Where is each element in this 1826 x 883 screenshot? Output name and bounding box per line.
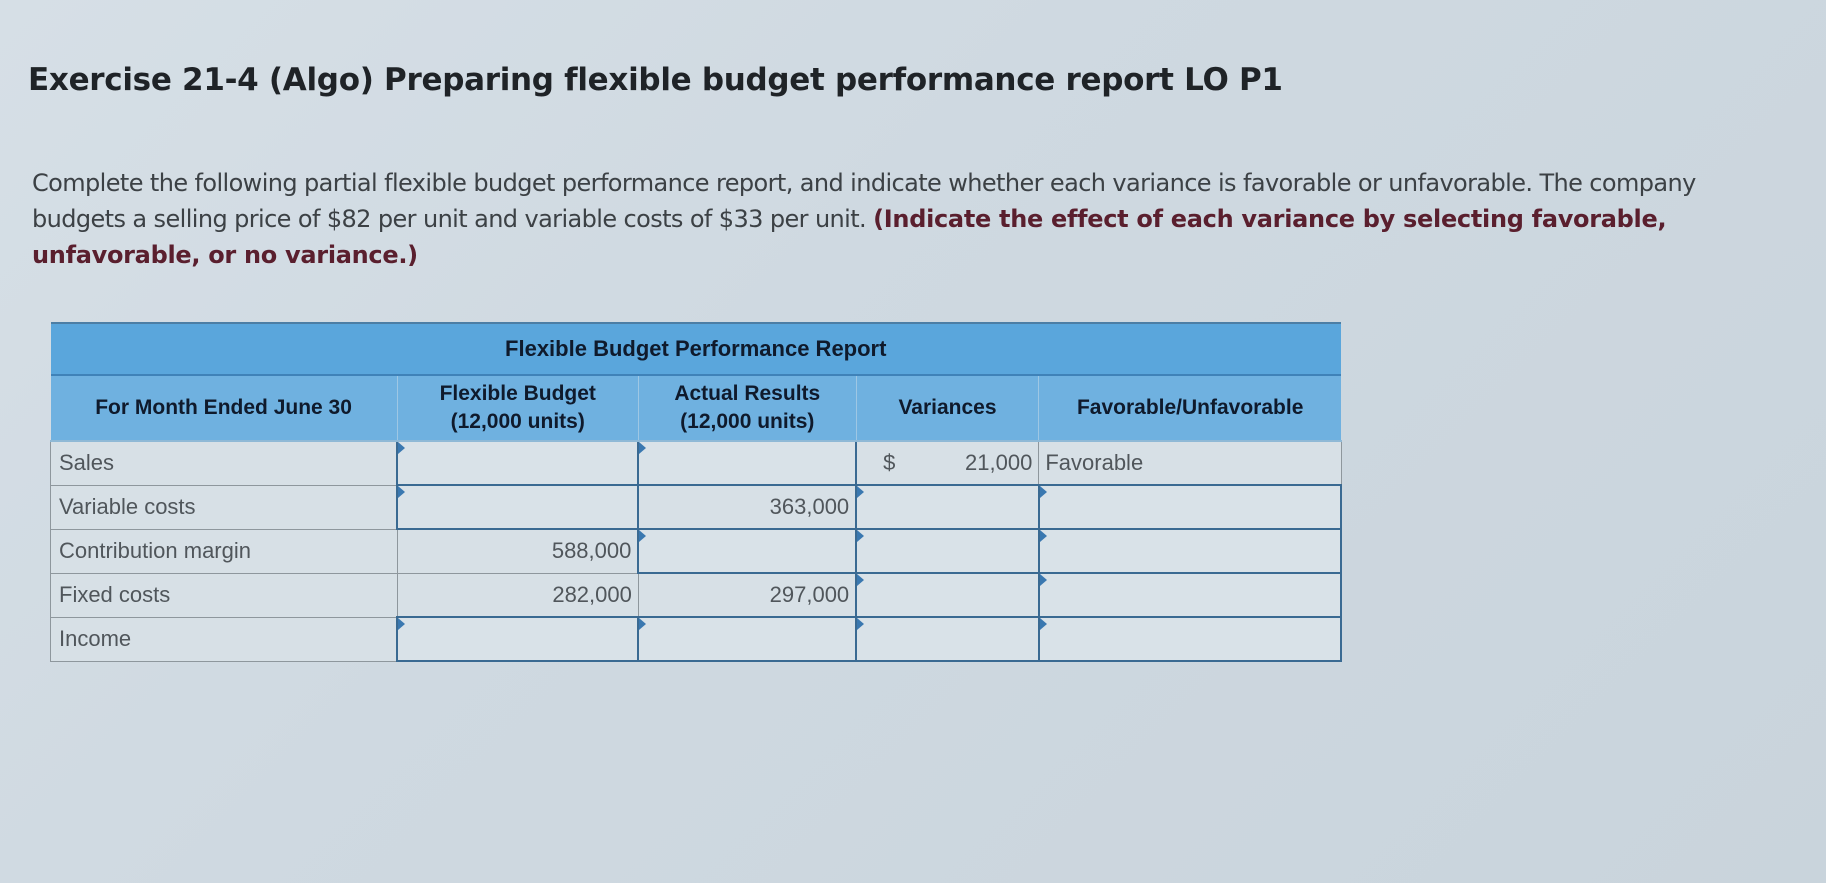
variable-costs-variance-input[interactable]: [855, 484, 1040, 530]
fixed-costs-flexible-value: 282,000: [396, 572, 639, 618]
row-label: Contribution margin: [50, 528, 398, 574]
input-marker-icon: [857, 486, 865, 498]
contribution-margin-variance-input[interactable]: [855, 528, 1040, 574]
report-title: Flexible Budget Performance Report: [50, 322, 1341, 376]
fixed-costs-actual-value: 297,000: [637, 572, 857, 618]
contribution-margin-flexible-value: 588,000: [396, 528, 639, 574]
income-flexible-input[interactable]: [396, 616, 640, 662]
sales-flexible-input[interactable]: [396, 440, 640, 486]
table-row-variable-costs: Variable costs 363,000: [50, 484, 1343, 530]
column-header-period: For Month Ended June 30: [50, 375, 398, 442]
input-marker-icon: [398, 442, 406, 454]
input-marker-icon: [639, 618, 647, 630]
fixed-costs-variance-input[interactable]: [855, 572, 1040, 618]
input-marker-icon: [398, 618, 406, 630]
table-row-contribution-margin: Contribution margin 588,000: [50, 528, 1343, 574]
dropdown-marker-icon: [1039, 574, 1047, 586]
dropdown-marker-icon: [1039, 486, 1047, 498]
input-marker-icon: [857, 618, 865, 630]
dropdown-marker-icon: [1039, 530, 1047, 542]
sales-actual-input[interactable]: [637, 440, 858, 486]
contribution-margin-fav-unfav-select[interactable]: [1037, 528, 1343, 574]
dollar-sign: $: [883, 450, 896, 475]
actual-results-label: Actual Results: [674, 382, 821, 405]
column-header-flexible-budget: Flexible Budget (12,000 units): [396, 375, 639, 442]
row-label: Sales: [50, 440, 398, 486]
income-fav-unfav-select[interactable]: [1037, 616, 1343, 662]
column-header-variances: Variances: [855, 375, 1039, 442]
table-row-income: Income: [50, 616, 1343, 662]
instructions-text: Complete the following partial flexible …: [32, 169, 1696, 233]
column-header-favorable-unfavorable: Favorable/Unfavorable: [1038, 375, 1341, 442]
input-marker-icon: [857, 574, 865, 586]
variable-costs-flexible-input[interactable]: [396, 484, 640, 530]
income-actual-input[interactable]: [637, 616, 858, 662]
input-marker-icon: [639, 530, 647, 542]
flexible-budget-label: Flexible Budget: [439, 382, 596, 405]
row-label: Fixed costs: [50, 572, 398, 618]
dropdown-marker-icon: [1039, 618, 1047, 630]
column-header-actual-results: Actual Results (12,000 units): [637, 375, 857, 442]
exercise-title: Exercise 21-4 (Algo) Preparing flexible …: [28, 62, 1283, 98]
flexible-budget-units: (12,000 units): [450, 410, 585, 433]
instructions: Complete the following partial flexible …: [32, 165, 1752, 273]
actual-results-units: (12,000 units): [680, 410, 815, 433]
fixed-costs-fav-unfav-select[interactable]: [1037, 572, 1343, 618]
income-variance-input[interactable]: [855, 616, 1040, 662]
row-label: Variable costs: [50, 484, 398, 530]
table-row-fixed-costs: Fixed costs 282,000 297,000: [50, 572, 1343, 618]
sales-variance-value: $21,000: [855, 440, 1040, 486]
table-row-sales: Sales $21,000 Favorable: [50, 440, 1342, 486]
input-marker-icon: [398, 486, 406, 498]
input-marker-icon: [857, 530, 865, 542]
variable-costs-actual-value: 363,000: [637, 484, 857, 530]
flexible-budget-report-table: Flexible Budget Performance Report For M…: [50, 322, 1343, 662]
input-marker-icon: [639, 442, 647, 454]
row-label: Income: [50, 616, 398, 662]
instructions-emphasis: (Indicate the effect of each variance by…: [32, 205, 1667, 269]
variable-costs-fav-unfav-select[interactable]: [1037, 484, 1343, 530]
sales-fav-unfav-value: Favorable: [1038, 440, 1342, 486]
contribution-margin-actual-input[interactable]: [637, 528, 858, 574]
